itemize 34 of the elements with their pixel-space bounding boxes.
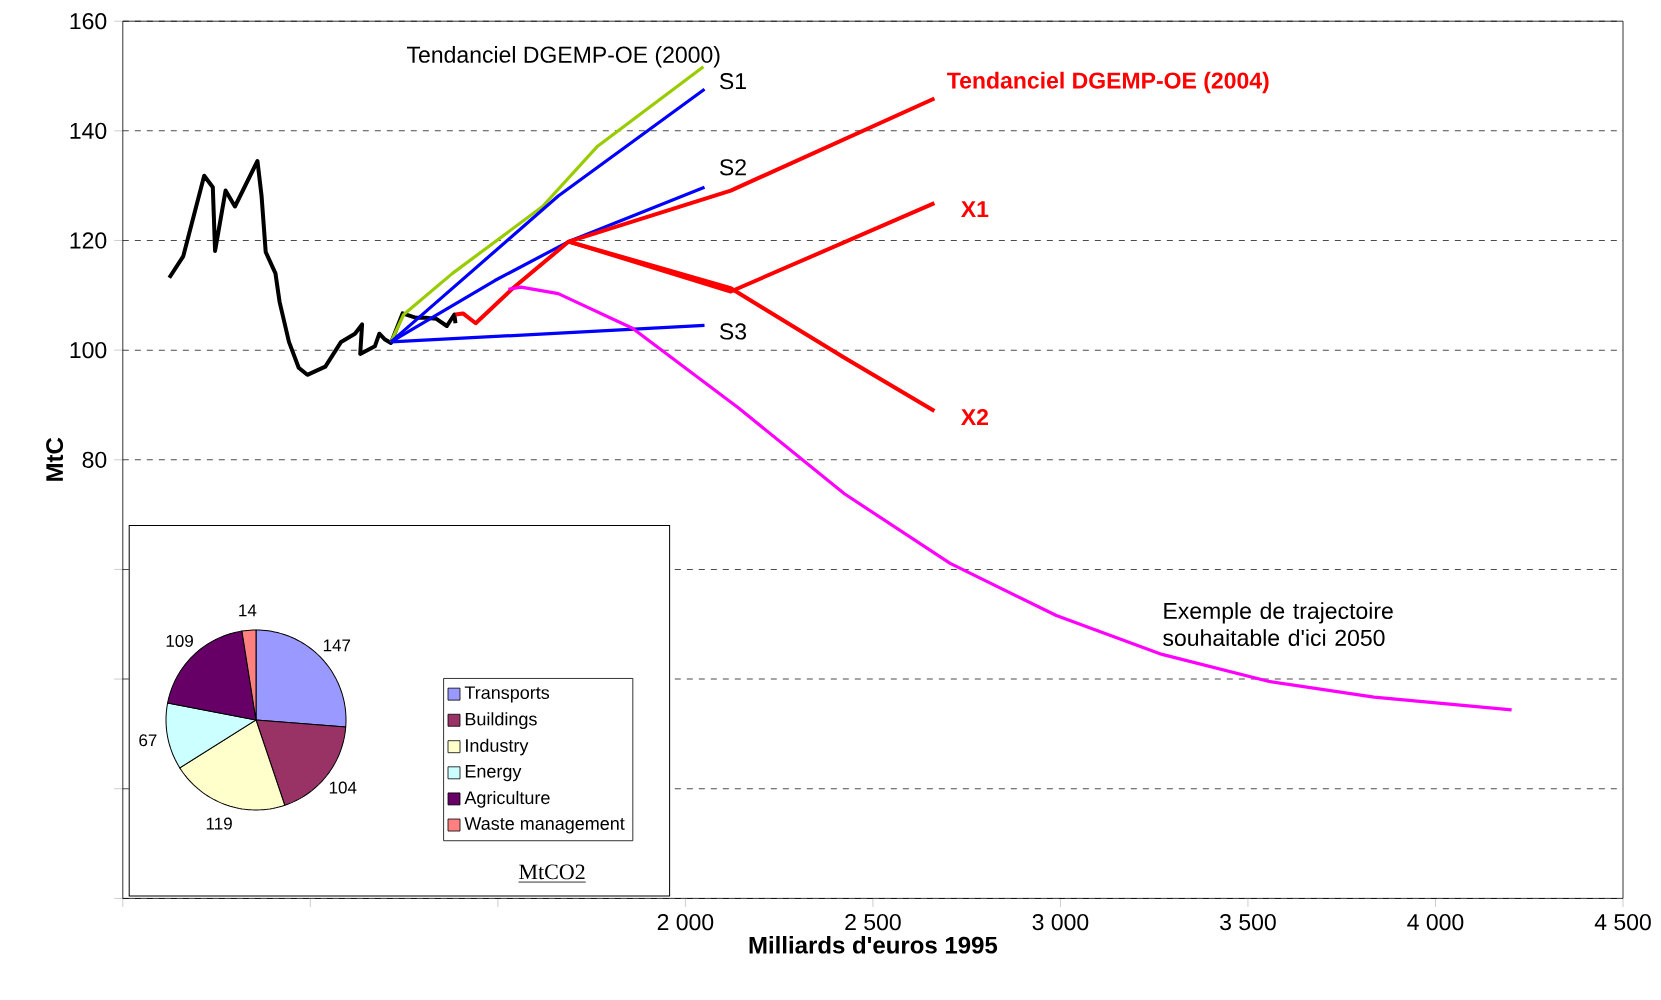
- data-label: 147: [323, 639, 351, 652]
- series-label: S1: [719, 73, 746, 90]
- data-label: 109: [166, 634, 193, 647]
- legend-label: Buildings: [465, 712, 537, 729]
- x-tick-label: 4 500: [1594, 913, 1651, 931]
- y-tick-label: 160: [70, 13, 107, 30]
- annotation: MtCO2: [519, 864, 585, 880]
- legend-label: Transports: [464, 686, 550, 703]
- x-tick-label: 3 000: [1032, 913, 1089, 931]
- data-label: 119: [206, 817, 232, 830]
- y-tick-label: 140: [70, 122, 107, 139]
- series-label: X2: [961, 408, 989, 426]
- legend-label: Industry: [466, 738, 529, 756]
- data-label: 104: [329, 781, 357, 794]
- x-tick-label: 4 000: [1407, 913, 1464, 931]
- data-label: 67: [139, 734, 157, 747]
- series-label: Exemple de trajectoire souhaitable d'ici 2050: [1163, 602, 1393, 647]
- legend-label: Agriculture: [464, 790, 550, 808]
- x-tick-label: 2 000: [657, 913, 714, 931]
- series-label: S3: [719, 323, 747, 340]
- x-axis-title: Milliards d'euros 1995: [749, 936, 998, 954]
- y-axis-title: MtC: [46, 437, 64, 481]
- series-label: X1: [961, 201, 989, 218]
- series-label: S2: [719, 159, 746, 176]
- series-label: Tendanciel DGEMP-OE (2004): [947, 71, 1269, 94]
- legend-label: Energy: [465, 765, 522, 782]
- y-tick-label: 80: [82, 451, 107, 468]
- legend-label: Waste management: [464, 817, 625, 834]
- x-tick-label: 2 500: [845, 913, 901, 931]
- x-tick-label: 3 500: [1220, 913, 1276, 931]
- y-tick-label: 120: [70, 232, 107, 249]
- series-label: Tendanciel DGEMP-OE (2000): [407, 45, 720, 68]
- y-tick-label: 100: [70, 341, 107, 359]
- data-label: 14: [239, 604, 257, 617]
